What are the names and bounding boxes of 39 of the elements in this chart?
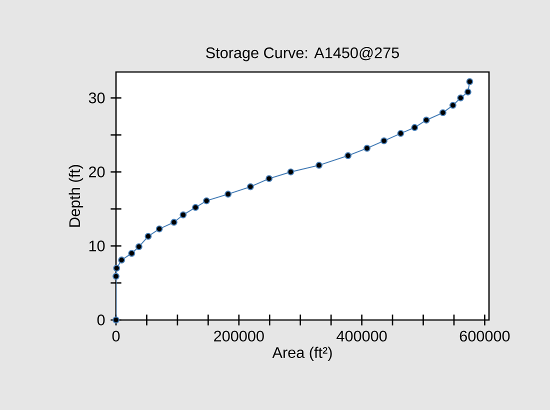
x-tick-label: 200000	[214, 330, 264, 342]
y-tick-label: 10	[89, 240, 105, 252]
point	[439, 109, 446, 116]
x-tick-label: 0	[112, 330, 120, 342]
x-tick-label: 400000	[336, 330, 387, 342]
point	[466, 78, 474, 86]
y-tick-label: 30	[88, 92, 105, 104]
point	[113, 264, 120, 272]
point	[128, 250, 136, 257]
point	[449, 102, 456, 109]
point	[118, 256, 126, 264]
point	[364, 144, 370, 152]
point	[316, 162, 322, 169]
point	[457, 94, 464, 102]
y-tick-label: 20	[89, 166, 105, 178]
point	[464, 88, 472, 96]
point	[397, 130, 404, 137]
point	[203, 197, 210, 204]
point	[422, 116, 430, 124]
point	[266, 175, 273, 182]
y-tick-label: 0	[97, 314, 105, 326]
point	[156, 225, 163, 232]
point	[180, 211, 187, 218]
point	[112, 316, 120, 324]
point	[224, 190, 232, 198]
point	[411, 124, 418, 131]
point	[246, 183, 254, 190]
point	[170, 218, 178, 226]
x-axis-title: Area (ft²)	[272, 346, 332, 361]
point	[287, 168, 294, 176]
point	[144, 232, 152, 240]
x-tick-label: 600000	[460, 330, 510, 342]
point	[380, 137, 388, 144]
point	[192, 204, 199, 211]
point	[135, 243, 142, 250]
point	[112, 272, 120, 280]
y-axis-title: Depth (ft)	[68, 164, 84, 227]
chart-title: Storage Curve: A1450@275	[206, 47, 399, 62]
point	[344, 152, 352, 160]
